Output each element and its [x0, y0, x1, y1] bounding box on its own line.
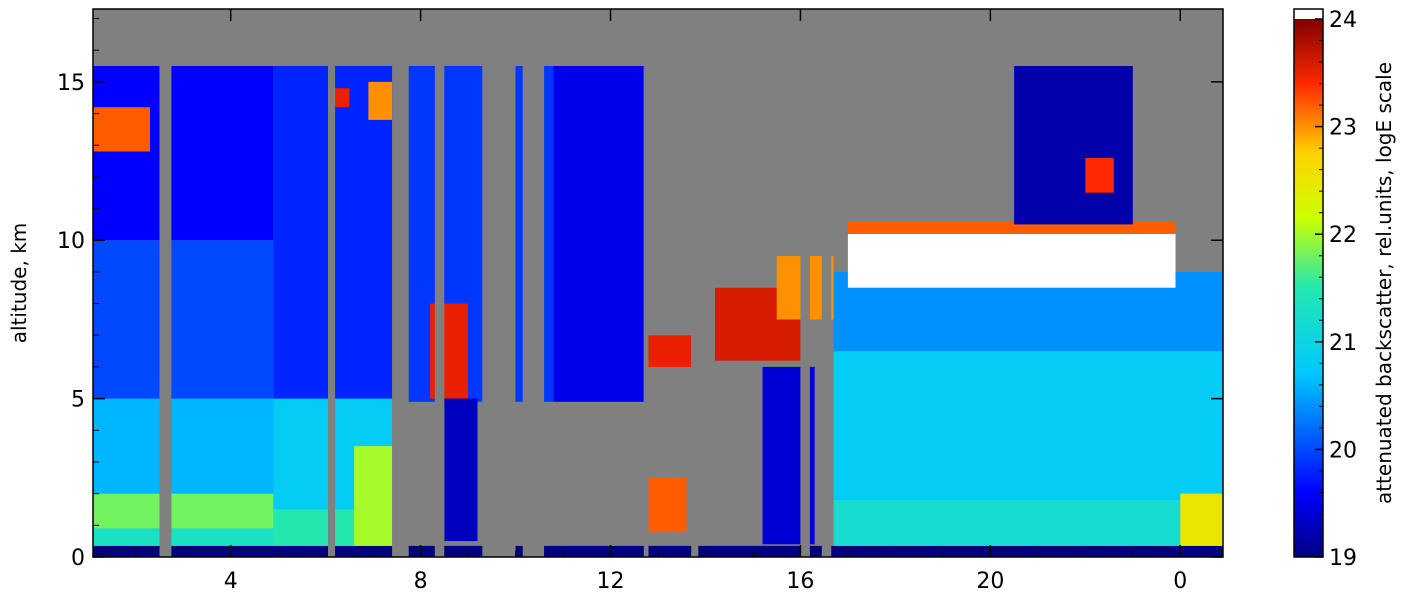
x-tick-label: 20 — [976, 569, 1004, 593]
no-data-gap — [691, 9, 699, 557]
heatmap-cell — [330, 88, 350, 108]
colorbar-ticks: 19 20 21 22 23 24 — [1315, 8, 1357, 571]
x-tick-label: 12 — [597, 569, 625, 593]
heatmap-cell — [93, 528, 274, 546]
x-tick-label: 4 — [224, 569, 238, 593]
heatmap-cell — [643, 335, 692, 367]
no-data-gap — [643, 9, 649, 557]
colorbar-label: attenuated backscatter, rel.units, logE … — [1372, 62, 1396, 504]
colorbar-frame — [1293, 8, 1324, 558]
colorbar-gradient — [1294, 19, 1323, 557]
heatmap-cell — [833, 500, 1223, 546]
heatmap-cell — [648, 477, 687, 532]
heatmap-cell — [553, 66, 644, 402]
colorbar: 19 20 21 22 23 24 attenuated backscatter, rel… — [1293, 8, 1396, 571]
no-data-gap — [392, 9, 409, 557]
heatmap-cell — [1180, 493, 1223, 546]
heatmap-cell — [833, 351, 1223, 500]
no-data-gap — [482, 9, 516, 557]
colorbar-tick-label: 22 — [1329, 223, 1357, 248]
y-tick-label: 10 — [57, 229, 85, 254]
heatmap-cell — [354, 446, 393, 546]
colorbar-tick-label: 24 — [1329, 8, 1357, 33]
heatmap-cell — [93, 398, 274, 494]
heatmap-cell — [368, 81, 393, 120]
colorbar-saturation-cap — [1294, 9, 1323, 19]
colorbar-tick-label: 21 — [1329, 331, 1357, 356]
colorbar-tick-label: 19 — [1329, 546, 1357, 571]
heatmap-cell — [1085, 157, 1114, 193]
y-tick-label: 0 — [71, 546, 85, 571]
no-data-gap — [821, 9, 832, 557]
y-axis-ticks: 0 5 10 15 — [57, 18, 1223, 571]
heatmap-cell — [93, 240, 274, 399]
plot-area — [92, 8, 1224, 558]
x-axis-ticks: 4 8 12 16 20 0 — [135, 9, 1187, 593]
no-data-gap — [800, 9, 810, 557]
no-data-gaps — [159, 9, 832, 557]
no-data-gap — [159, 9, 172, 557]
colorbar-tick-label: 20 — [1329, 438, 1357, 463]
heatmap-cell — [93, 493, 274, 529]
x-tick-label: 0 — [1173, 569, 1187, 593]
heatmap-cell — [847, 233, 1176, 288]
colorbar-tick-label: 23 — [1329, 116, 1357, 141]
heatmap-cell — [93, 66, 274, 241]
no-data-gap — [434, 9, 445, 557]
y-tick-label: 15 — [57, 71, 85, 96]
y-axis-label: altitude, km — [7, 223, 31, 344]
x-tick-label: 8 — [414, 569, 428, 593]
y-tick-label: 5 — [71, 388, 85, 413]
heatmap-cell — [93, 107, 150, 152]
x-tick-label: 16 — [786, 569, 814, 593]
no-data-gap — [328, 9, 336, 557]
heatmap-cell — [1014, 66, 1133, 225]
no-data-gap — [522, 9, 545, 557]
heatmap-cell — [444, 398, 478, 542]
